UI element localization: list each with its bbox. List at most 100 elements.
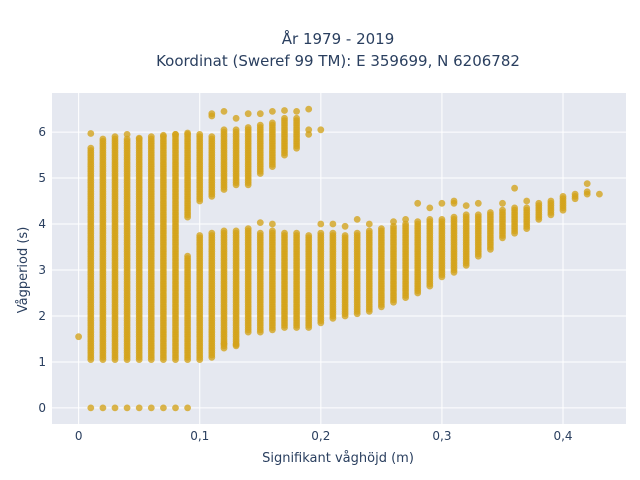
data-point bbox=[353, 229, 361, 237]
data-point bbox=[462, 202, 470, 210]
data-point bbox=[523, 204, 531, 212]
data-point bbox=[111, 133, 119, 141]
data-point bbox=[317, 229, 325, 237]
chart-title-line2: Koordinat (Sweref 99 TM): E 359699, N 62… bbox=[156, 52, 520, 70]
data-point bbox=[135, 134, 143, 142]
data-point bbox=[547, 197, 555, 205]
x-tick-label: 0,4 bbox=[553, 429, 572, 443]
data-point bbox=[474, 199, 482, 207]
data-point bbox=[220, 340, 228, 347]
data-point bbox=[293, 108, 300, 115]
data-point bbox=[317, 220, 325, 228]
data-point bbox=[305, 105, 313, 113]
data-point bbox=[365, 227, 373, 235]
data-point bbox=[511, 184, 518, 192]
data-point bbox=[111, 404, 119, 412]
x-tick-label: 0,1 bbox=[190, 429, 209, 443]
chart-title-line1: År 1979 - 2019 bbox=[282, 29, 395, 48]
data-point bbox=[535, 199, 543, 207]
data-point bbox=[269, 227, 276, 235]
data-point bbox=[487, 209, 494, 216]
x-tick-label: 0,2 bbox=[311, 429, 330, 443]
y-axis-title: Vågperiod (s) bbox=[16, 227, 31, 314]
data-point bbox=[511, 204, 518, 212]
x-tick-label: 0 bbox=[75, 429, 83, 443]
data-point bbox=[160, 404, 167, 412]
data-point bbox=[232, 114, 240, 122]
data-point bbox=[256, 121, 264, 129]
data-point bbox=[172, 404, 179, 412]
data-point bbox=[583, 180, 591, 188]
data-point bbox=[208, 133, 216, 141]
data-point bbox=[365, 220, 373, 228]
data-point bbox=[317, 126, 325, 134]
y-tick-label: 6 bbox=[38, 125, 46, 139]
y-tick-label: 5 bbox=[38, 171, 46, 185]
y-tick-label: 2 bbox=[38, 309, 46, 323]
data-point bbox=[99, 404, 107, 412]
data-point bbox=[462, 211, 470, 219]
data-point bbox=[160, 131, 167, 139]
data-point bbox=[220, 227, 228, 235]
data-point bbox=[87, 144, 95, 152]
data-point bbox=[208, 110, 216, 118]
y-tick-label: 4 bbox=[38, 217, 46, 231]
data-point bbox=[232, 126, 240, 134]
data-point bbox=[414, 199, 422, 207]
data-point bbox=[438, 199, 446, 207]
data-point bbox=[256, 229, 264, 237]
data-point bbox=[87, 404, 95, 412]
data-point bbox=[426, 204, 434, 212]
data-point bbox=[571, 190, 579, 198]
data-point bbox=[184, 129, 192, 137]
data-point bbox=[208, 229, 216, 237]
data-point bbox=[305, 126, 313, 134]
data-point bbox=[269, 108, 276, 115]
data-point bbox=[244, 110, 252, 118]
data-point bbox=[305, 232, 313, 239]
x-tick-labels: 0 0,1 0,2 0,3 0,4 bbox=[75, 429, 573, 443]
data-point bbox=[329, 229, 337, 237]
plot-area bbox=[52, 93, 626, 424]
data-point bbox=[293, 229, 300, 237]
data-point bbox=[341, 232, 349, 239]
data-point bbox=[269, 119, 276, 127]
data-points bbox=[75, 105, 603, 412]
data-point bbox=[378, 225, 385, 233]
data-point bbox=[135, 404, 143, 412]
data-point bbox=[329, 220, 337, 228]
data-point bbox=[596, 190, 603, 198]
data-point bbox=[341, 222, 349, 230]
y-tick-labels: 0 1 2 3 4 5 6 bbox=[38, 125, 46, 415]
data-point bbox=[559, 193, 567, 200]
data-point bbox=[583, 188, 591, 196]
data-point bbox=[450, 197, 458, 205]
data-point bbox=[293, 114, 300, 122]
data-point bbox=[499, 206, 506, 214]
data-point bbox=[184, 252, 192, 260]
data-point bbox=[256, 219, 264, 227]
data-point bbox=[232, 227, 240, 235]
data-point bbox=[147, 404, 155, 412]
data-point bbox=[256, 110, 264, 118]
data-point bbox=[123, 404, 131, 412]
data-point bbox=[232, 341, 240, 348]
data-point bbox=[172, 131, 179, 138]
data-point bbox=[438, 216, 446, 223]
data-point bbox=[499, 199, 506, 207]
data-point bbox=[269, 220, 276, 228]
data-point bbox=[426, 216, 434, 223]
data-point bbox=[196, 232, 204, 239]
data-point bbox=[75, 333, 82, 341]
data-point bbox=[414, 218, 422, 226]
data-point bbox=[184, 404, 192, 412]
y-tick-label: 0 bbox=[38, 401, 46, 415]
data-point bbox=[196, 131, 204, 138]
data-point bbox=[450, 213, 458, 221]
data-point bbox=[523, 197, 531, 205]
data-point bbox=[87, 130, 95, 137]
data-point bbox=[244, 225, 252, 233]
x-axis-title: Signifikant våghöjd (m) bbox=[262, 451, 414, 466]
data-point bbox=[281, 229, 288, 237]
